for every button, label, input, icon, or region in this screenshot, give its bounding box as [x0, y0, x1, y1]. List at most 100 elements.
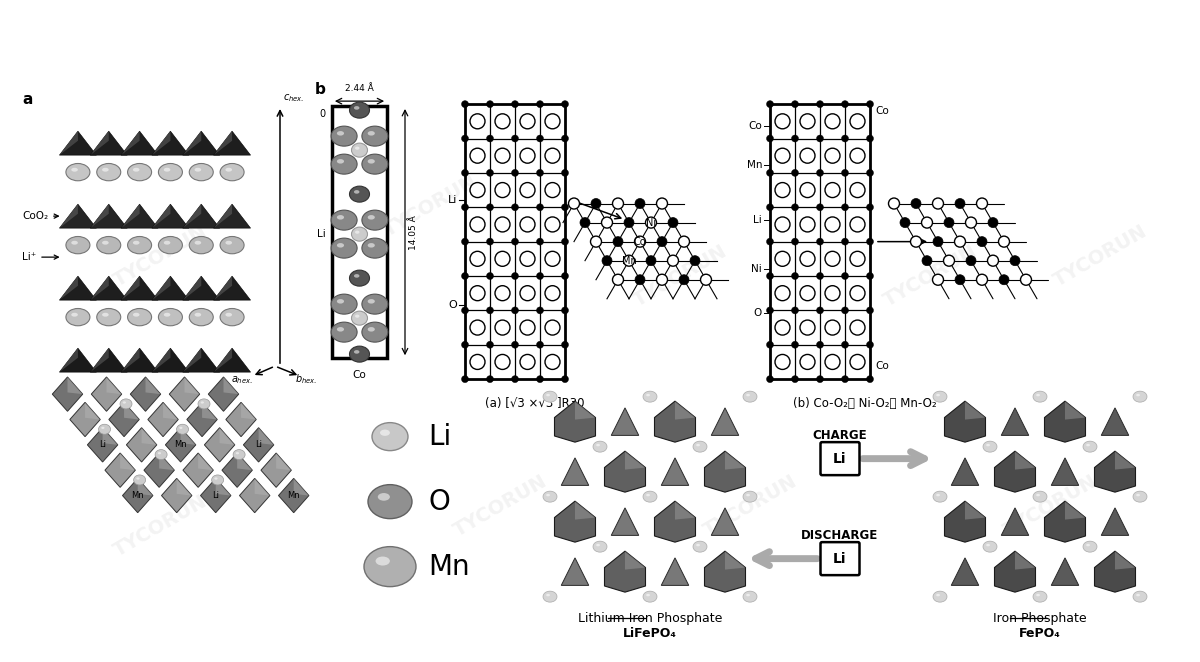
Polygon shape — [1066, 401, 1086, 420]
Text: Li⁺: Li⁺ — [22, 252, 59, 262]
Polygon shape — [103, 428, 118, 445]
Circle shape — [934, 236, 943, 247]
Circle shape — [496, 320, 510, 335]
Polygon shape — [1001, 508, 1028, 536]
Ellipse shape — [936, 594, 940, 596]
Polygon shape — [138, 479, 152, 496]
Circle shape — [545, 286, 560, 301]
Polygon shape — [712, 408, 739, 436]
Circle shape — [562, 341, 569, 348]
Ellipse shape — [696, 444, 700, 446]
Polygon shape — [121, 348, 158, 372]
Circle shape — [462, 204, 468, 211]
Polygon shape — [214, 131, 251, 155]
Polygon shape — [654, 501, 696, 542]
Polygon shape — [200, 479, 230, 512]
Ellipse shape — [1033, 491, 1046, 502]
Circle shape — [800, 183, 815, 197]
Polygon shape — [145, 377, 161, 394]
Ellipse shape — [362, 210, 388, 230]
Circle shape — [462, 307, 468, 314]
Ellipse shape — [211, 475, 223, 485]
Polygon shape — [214, 276, 232, 300]
Polygon shape — [995, 551, 1036, 592]
Ellipse shape — [66, 164, 90, 181]
Circle shape — [792, 238, 798, 245]
Circle shape — [966, 256, 976, 265]
Text: Mn: Mn — [131, 491, 144, 500]
Polygon shape — [85, 402, 101, 420]
Ellipse shape — [127, 308, 151, 326]
Ellipse shape — [362, 294, 388, 314]
Ellipse shape — [102, 167, 109, 171]
Polygon shape — [121, 276, 158, 300]
Circle shape — [850, 354, 865, 369]
Circle shape — [816, 101, 823, 108]
Text: TYCORUN: TYCORUN — [1000, 472, 1100, 541]
Circle shape — [816, 273, 823, 279]
Ellipse shape — [127, 164, 151, 181]
Ellipse shape — [1036, 394, 1040, 397]
Ellipse shape — [337, 243, 344, 248]
Polygon shape — [180, 428, 196, 445]
Circle shape — [955, 199, 965, 209]
Polygon shape — [124, 402, 139, 420]
Polygon shape — [294, 479, 308, 496]
Polygon shape — [182, 204, 220, 228]
Polygon shape — [90, 204, 109, 228]
Circle shape — [545, 252, 560, 266]
Polygon shape — [107, 377, 121, 394]
Polygon shape — [674, 501, 696, 520]
Circle shape — [545, 217, 560, 232]
Polygon shape — [121, 348, 139, 372]
Ellipse shape — [746, 594, 750, 596]
Polygon shape — [952, 558, 979, 585]
Ellipse shape — [331, 322, 358, 342]
Polygon shape — [121, 131, 139, 155]
Polygon shape — [605, 451, 646, 492]
Text: Li: Li — [428, 422, 451, 451]
Ellipse shape — [1136, 594, 1140, 596]
Ellipse shape — [354, 350, 360, 354]
Polygon shape — [204, 428, 235, 462]
Circle shape — [826, 252, 840, 266]
Text: TYCORUN: TYCORUN — [450, 472, 550, 541]
Circle shape — [944, 218, 954, 228]
Polygon shape — [241, 402, 257, 420]
Polygon shape — [611, 408, 638, 436]
Circle shape — [792, 375, 798, 383]
Bar — [466, 104, 565, 379]
Ellipse shape — [1133, 491, 1147, 502]
Polygon shape — [53, 377, 83, 411]
Polygon shape — [1044, 501, 1086, 542]
Polygon shape — [1044, 401, 1086, 442]
Circle shape — [486, 101, 493, 108]
Circle shape — [775, 217, 790, 232]
Circle shape — [635, 275, 646, 285]
Circle shape — [966, 217, 977, 228]
Circle shape — [496, 354, 510, 369]
Polygon shape — [121, 276, 139, 300]
Circle shape — [841, 169, 848, 176]
Ellipse shape — [158, 308, 182, 326]
Text: (a) [√3 ×√3 ]R30: (a) [√3 ×√3 ]R30 — [485, 397, 584, 410]
Polygon shape — [152, 131, 170, 155]
Circle shape — [775, 320, 790, 335]
Circle shape — [775, 148, 790, 164]
Ellipse shape — [596, 444, 600, 446]
Ellipse shape — [694, 541, 707, 552]
Polygon shape — [70, 402, 101, 437]
Polygon shape — [60, 276, 78, 300]
Polygon shape — [260, 453, 292, 487]
Circle shape — [988, 255, 998, 266]
Ellipse shape — [646, 494, 650, 496]
Circle shape — [850, 286, 865, 301]
Polygon shape — [278, 479, 308, 512]
Ellipse shape — [122, 401, 126, 404]
Ellipse shape — [101, 427, 104, 429]
Circle shape — [496, 252, 510, 266]
Ellipse shape — [934, 391, 947, 402]
Circle shape — [922, 256, 932, 265]
Polygon shape — [952, 458, 979, 485]
Text: O: O — [449, 300, 457, 310]
